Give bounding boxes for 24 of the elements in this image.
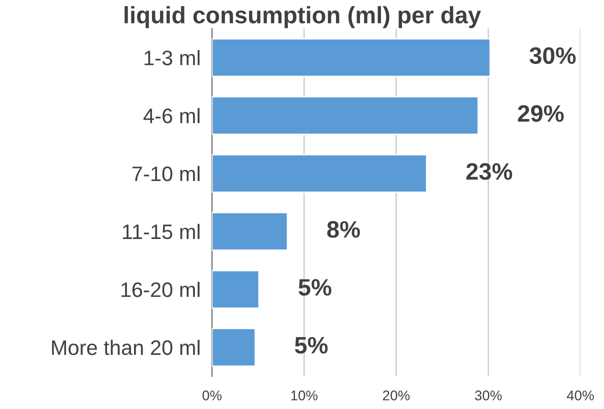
bar <box>212 96 479 136</box>
bar <box>212 212 288 251</box>
bar <box>212 38 491 78</box>
data-label: 29% <box>518 105 564 122</box>
y-tick-label: 1-3 ml <box>144 50 200 66</box>
y-tick-label: 7-10 ml <box>132 166 200 182</box>
x-tick-label: 30% <box>474 390 502 400</box>
y-tick-label: 4-6 ml <box>143 108 200 124</box>
y-tick-label: 16-20 ml <box>121 282 200 298</box>
y-tick-label: More than 20 ml <box>52 340 200 356</box>
x-tick-label: 10% <box>291 390 318 400</box>
x-tick-label: 20% <box>383 390 410 400</box>
data-label: 8% <box>327 221 360 238</box>
x-tick-label: 0% <box>202 390 222 400</box>
data-label: 23% <box>466 163 512 180</box>
data-label: 30% <box>530 47 576 64</box>
x-tick-label: 40% <box>566 390 594 400</box>
data-label: 5% <box>294 336 328 354</box>
y-tick-label: 11-15 ml <box>122 224 200 240</box>
bar <box>212 328 256 367</box>
bar <box>212 270 260 309</box>
data-label: 5% <box>298 279 332 296</box>
chart-title: liquid consumption (ml) per day <box>124 6 481 28</box>
bar <box>212 154 428 194</box>
